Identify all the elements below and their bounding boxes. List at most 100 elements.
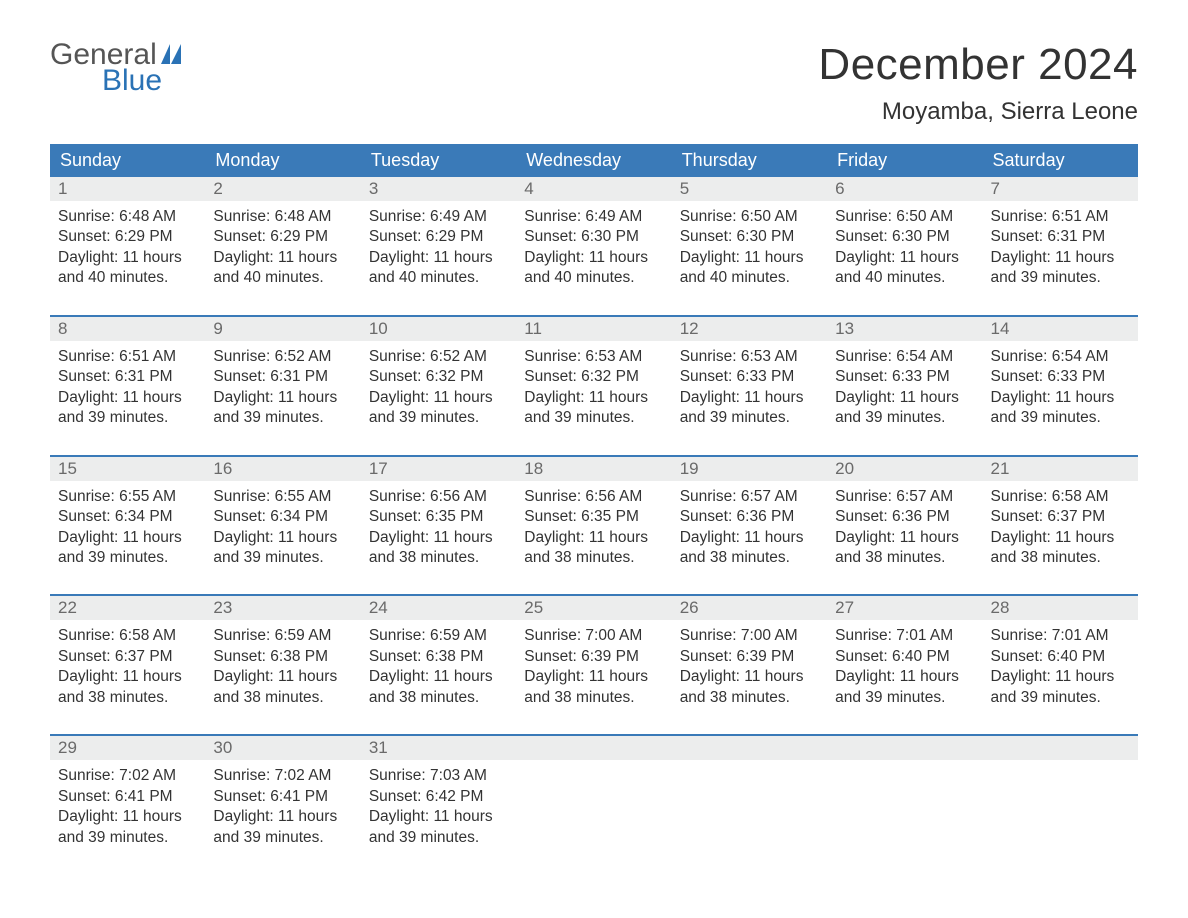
title-block: December 2024 Moyamba, Sierra Leone (818, 40, 1138, 126)
day-number: 30 (205, 736, 360, 760)
day-body: Sunrise: 7:02 AMSunset: 6:41 PMDaylight:… (205, 760, 360, 874)
day-cell: 14Sunrise: 6:54 AMSunset: 6:33 PMDayligh… (983, 317, 1138, 455)
daylight-line: Daylight: 11 hours and 38 minutes. (524, 667, 663, 708)
sunrise-line: Sunrise: 7:02 AM (58, 766, 197, 786)
sunrise-line: Sunrise: 6:49 AM (524, 207, 663, 227)
day-cell: 31Sunrise: 7:03 AMSunset: 6:42 PMDayligh… (361, 736, 516, 874)
sunset-line: Sunset: 6:33 PM (680, 367, 819, 387)
daylight-line: Daylight: 11 hours and 39 minutes. (835, 388, 974, 429)
sunrise-line: Sunrise: 7:02 AM (213, 766, 352, 786)
weekday-sunday: Sunday (50, 144, 205, 177)
weeks-container: 1Sunrise: 6:48 AMSunset: 6:29 PMDaylight… (50, 177, 1138, 874)
sunrise-line: Sunrise: 7:00 AM (680, 626, 819, 646)
week-row: 1Sunrise: 6:48 AMSunset: 6:29 PMDaylight… (50, 177, 1138, 315)
weekday-wednesday: Wednesday (516, 144, 671, 177)
daylight-line: Daylight: 11 hours and 39 minutes. (680, 388, 819, 429)
day-cell: 7Sunrise: 6:51 AMSunset: 6:31 PMDaylight… (983, 177, 1138, 315)
day-body: Sunrise: 6:50 AMSunset: 6:30 PMDaylight:… (672, 201, 827, 315)
brand-text-blue: Blue (102, 66, 189, 96)
sunset-line: Sunset: 6:31 PM (58, 367, 197, 387)
day-number: 22 (50, 596, 205, 620)
week-row: 22Sunrise: 6:58 AMSunset: 6:37 PMDayligh… (50, 594, 1138, 734)
sunset-line: Sunset: 6:30 PM (835, 227, 974, 247)
day-body: Sunrise: 6:49 AMSunset: 6:30 PMDaylight:… (516, 201, 671, 315)
weekday-monday: Monday (205, 144, 360, 177)
daylight-line: Daylight: 11 hours and 40 minutes. (524, 248, 663, 289)
day-body: Sunrise: 6:56 AMSunset: 6:35 PMDaylight:… (361, 481, 516, 595)
day-body: Sunrise: 6:51 AMSunset: 6:31 PMDaylight:… (983, 201, 1138, 315)
day-number: 16 (205, 457, 360, 481)
day-body (827, 760, 982, 800)
sunset-line: Sunset: 6:38 PM (213, 647, 352, 667)
sunrise-line: Sunrise: 6:54 AM (835, 347, 974, 367)
day-number: 19 (672, 457, 827, 481)
week-row: 29Sunrise: 7:02 AMSunset: 6:41 PMDayligh… (50, 734, 1138, 874)
day-body: Sunrise: 6:52 AMSunset: 6:31 PMDaylight:… (205, 341, 360, 455)
daylight-line: Daylight: 11 hours and 39 minutes. (58, 528, 197, 569)
day-body: Sunrise: 6:53 AMSunset: 6:32 PMDaylight:… (516, 341, 671, 455)
day-cell: 8Sunrise: 6:51 AMSunset: 6:31 PMDaylight… (50, 317, 205, 455)
daylight-line: Daylight: 11 hours and 39 minutes. (835, 667, 974, 708)
day-body: Sunrise: 7:00 AMSunset: 6:39 PMDaylight:… (516, 620, 671, 734)
daylight-line: Daylight: 11 hours and 38 minutes. (680, 528, 819, 569)
sunrise-line: Sunrise: 6:53 AM (524, 347, 663, 367)
sunrise-line: Sunrise: 6:50 AM (680, 207, 819, 227)
day-body: Sunrise: 6:55 AMSunset: 6:34 PMDaylight:… (205, 481, 360, 595)
weekday-thursday: Thursday (672, 144, 827, 177)
day-cell: 6Sunrise: 6:50 AMSunset: 6:30 PMDaylight… (827, 177, 982, 315)
day-body: Sunrise: 7:01 AMSunset: 6:40 PMDaylight:… (983, 620, 1138, 734)
day-body: Sunrise: 6:57 AMSunset: 6:36 PMDaylight:… (827, 481, 982, 595)
sunset-line: Sunset: 6:31 PM (213, 367, 352, 387)
sunset-line: Sunset: 6:34 PM (58, 507, 197, 527)
sunset-line: Sunset: 6:36 PM (680, 507, 819, 527)
sunset-line: Sunset: 6:37 PM (991, 507, 1130, 527)
day-body: Sunrise: 6:58 AMSunset: 6:37 PMDaylight:… (50, 620, 205, 734)
sunrise-line: Sunrise: 7:01 AM (835, 626, 974, 646)
daylight-line: Daylight: 11 hours and 39 minutes. (369, 388, 508, 429)
day-cell (983, 736, 1138, 874)
day-body: Sunrise: 6:55 AMSunset: 6:34 PMDaylight:… (50, 481, 205, 595)
day-cell: 1Sunrise: 6:48 AMSunset: 6:29 PMDaylight… (50, 177, 205, 315)
sunrise-line: Sunrise: 6:54 AM (991, 347, 1130, 367)
sunrise-line: Sunrise: 6:51 AM (58, 347, 197, 367)
day-body: Sunrise: 6:50 AMSunset: 6:30 PMDaylight:… (827, 201, 982, 315)
day-cell (827, 736, 982, 874)
day-body: Sunrise: 6:59 AMSunset: 6:38 PMDaylight:… (205, 620, 360, 734)
day-number: 14 (983, 317, 1138, 341)
day-cell: 23Sunrise: 6:59 AMSunset: 6:38 PMDayligh… (205, 596, 360, 734)
day-number: 25 (516, 596, 671, 620)
day-number (672, 736, 827, 760)
day-number (827, 736, 982, 760)
daylight-line: Daylight: 11 hours and 38 minutes. (835, 528, 974, 569)
day-number: 9 (205, 317, 360, 341)
daylight-line: Daylight: 11 hours and 40 minutes. (58, 248, 197, 289)
daylight-line: Daylight: 11 hours and 38 minutes. (524, 528, 663, 569)
daylight-line: Daylight: 11 hours and 40 minutes. (213, 248, 352, 289)
day-number: 1 (50, 177, 205, 201)
day-cell: 9Sunrise: 6:52 AMSunset: 6:31 PMDaylight… (205, 317, 360, 455)
day-body: Sunrise: 7:03 AMSunset: 6:42 PMDaylight:… (361, 760, 516, 874)
week-row: 8Sunrise: 6:51 AMSunset: 6:31 PMDaylight… (50, 315, 1138, 455)
sunset-line: Sunset: 6:33 PM (835, 367, 974, 387)
day-cell: 10Sunrise: 6:52 AMSunset: 6:32 PMDayligh… (361, 317, 516, 455)
daylight-line: Daylight: 11 hours and 39 minutes. (213, 528, 352, 569)
sunset-line: Sunset: 6:42 PM (369, 787, 508, 807)
day-number: 13 (827, 317, 982, 341)
day-cell: 2Sunrise: 6:48 AMSunset: 6:29 PMDaylight… (205, 177, 360, 315)
month-title: December 2024 (818, 40, 1138, 90)
daylight-line: Daylight: 11 hours and 39 minutes. (213, 388, 352, 429)
day-number: 29 (50, 736, 205, 760)
sunrise-line: Sunrise: 6:48 AM (58, 207, 197, 227)
calendar-grid: Sunday Monday Tuesday Wednesday Thursday… (50, 144, 1138, 874)
daylight-line: Daylight: 11 hours and 38 minutes. (680, 667, 819, 708)
day-number: 31 (361, 736, 516, 760)
day-number: 12 (672, 317, 827, 341)
day-number: 20 (827, 457, 982, 481)
day-number: 24 (361, 596, 516, 620)
daylight-line: Daylight: 11 hours and 38 minutes. (369, 528, 508, 569)
day-number: 17 (361, 457, 516, 481)
day-cell (672, 736, 827, 874)
day-body (983, 760, 1138, 800)
day-number: 5 (672, 177, 827, 201)
day-number: 23 (205, 596, 360, 620)
